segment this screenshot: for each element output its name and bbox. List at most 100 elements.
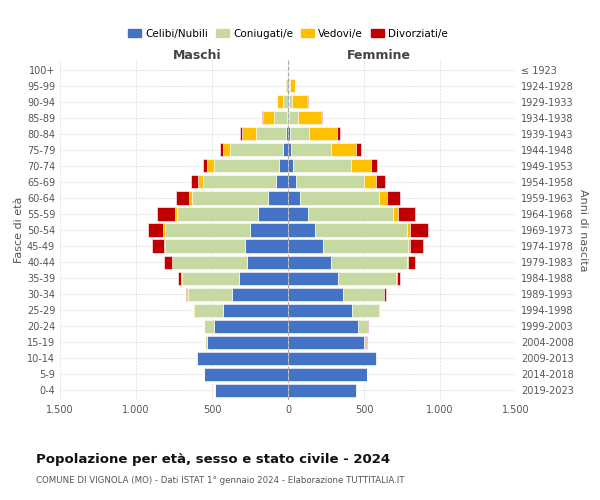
Bar (290, 127, 309, 140)
Bar (352, 304, 379, 317)
Bar (191, 176, 199, 188)
Bar (300, 192, 379, 204)
Bar (186, 288, 187, 300)
Bar (223, 304, 288, 317)
Bar (197, 352, 288, 365)
Bar (192, 192, 268, 204)
Bar (157, 208, 175, 220)
Bar (172, 256, 247, 268)
Bar (331, 143, 356, 156)
Bar (309, 127, 337, 140)
Bar (263, 111, 274, 124)
Bar (288, 127, 290, 140)
Bar (288, 272, 338, 284)
Bar (250, 224, 288, 236)
Bar (288, 79, 289, 92)
Bar (165, 240, 245, 252)
Y-axis label: Anni di nascita: Anni di nascita (578, 188, 587, 271)
Bar (288, 160, 293, 172)
Bar (232, 288, 288, 300)
Bar (208, 336, 288, 349)
Bar (364, 336, 366, 349)
Bar (288, 288, 343, 300)
Bar (288, 192, 300, 204)
Bar (289, 79, 290, 92)
Bar (286, 79, 288, 92)
Bar (289, 95, 292, 108)
Bar (188, 288, 232, 300)
Bar (376, 176, 385, 188)
Bar (288, 336, 364, 349)
Bar (387, 192, 400, 204)
Bar (223, 143, 230, 156)
Bar (408, 240, 410, 252)
Bar (288, 111, 289, 124)
Bar (408, 256, 415, 268)
Bar (288, 224, 316, 236)
Bar (288, 256, 331, 268)
Bar (175, 208, 177, 220)
Bar (320, 111, 322, 124)
Bar (178, 272, 181, 284)
Bar (288, 304, 352, 317)
Bar (296, 176, 364, 188)
Bar (194, 304, 223, 317)
Bar (279, 160, 288, 172)
Bar (410, 240, 422, 252)
Bar (164, 240, 165, 252)
Bar (323, 240, 408, 252)
Bar (287, 111, 288, 124)
Bar (152, 240, 164, 252)
Bar (337, 127, 340, 140)
Bar (257, 208, 288, 220)
Bar (256, 127, 286, 140)
Bar (292, 95, 307, 108)
Text: Maschi: Maschi (172, 48, 221, 62)
Bar (203, 176, 276, 188)
Bar (239, 272, 288, 284)
Bar (290, 79, 295, 92)
Bar (376, 352, 377, 365)
Bar (189, 192, 192, 204)
Bar (288, 208, 308, 220)
Bar (293, 160, 351, 172)
Bar (205, 336, 208, 349)
Y-axis label: Fasce di età: Fasce di età (14, 197, 24, 263)
Bar (288, 368, 367, 381)
Bar (220, 143, 223, 156)
Bar (291, 143, 331, 156)
Bar (288, 352, 376, 365)
Bar (199, 176, 203, 188)
Bar (407, 224, 410, 236)
Bar (283, 95, 288, 108)
Bar (242, 127, 256, 140)
Bar (393, 208, 398, 220)
Bar (379, 192, 387, 204)
Bar (240, 127, 242, 140)
Bar (214, 160, 279, 172)
Bar (407, 256, 408, 268)
Bar (214, 320, 288, 333)
Bar (288, 320, 358, 333)
Bar (196, 352, 197, 365)
Bar (364, 176, 376, 188)
Bar (410, 224, 428, 236)
Bar (262, 111, 263, 124)
Bar (274, 111, 287, 124)
Legend: Celibi/Nubili, Coniugati/e, Vedovi/e, Divorziati/e: Celibi/Nubili, Coniugati/e, Vedovi/e, Di… (124, 24, 452, 42)
Bar (276, 176, 288, 188)
Bar (247, 256, 288, 268)
Bar (288, 143, 291, 156)
Bar (316, 224, 407, 236)
Bar (215, 384, 288, 397)
Bar (384, 288, 386, 300)
Bar (283, 143, 288, 156)
Bar (343, 288, 384, 300)
Bar (288, 240, 323, 252)
Bar (205, 368, 288, 381)
Bar (245, 240, 288, 252)
Bar (396, 272, 397, 284)
Text: Femmine: Femmine (347, 48, 411, 62)
Bar (164, 256, 172, 268)
Bar (205, 320, 214, 333)
